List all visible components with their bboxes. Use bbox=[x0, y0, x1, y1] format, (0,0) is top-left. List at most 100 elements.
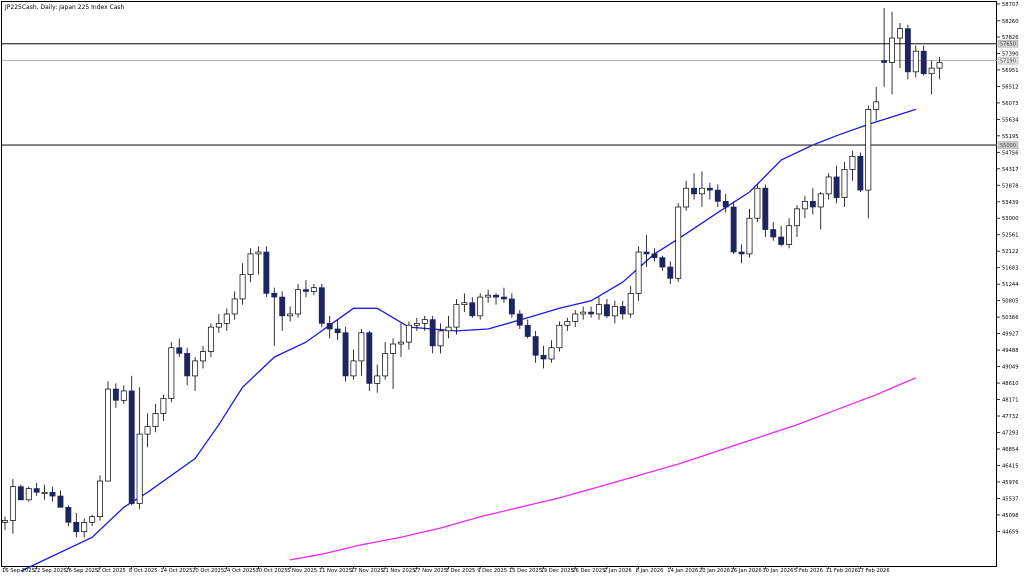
candle-body bbox=[279, 296, 286, 317]
candle bbox=[25, 486, 32, 502]
x-tick-label: 11 Nov 2025 bbox=[319, 568, 352, 574]
candle-body bbox=[564, 321, 571, 326]
candle-body bbox=[501, 296, 507, 300]
y-tick-label: 54317 bbox=[1002, 167, 1019, 173]
candle bbox=[825, 173, 832, 200]
moving-averages bbox=[20, 108, 917, 572]
candle-body bbox=[160, 398, 167, 414]
candle bbox=[413, 317, 420, 331]
y-tick-label: 45098 bbox=[1002, 513, 1019, 519]
candle bbox=[809, 188, 816, 215]
candle bbox=[469, 297, 476, 318]
candle-body bbox=[303, 289, 309, 292]
candle-body bbox=[477, 296, 484, 317]
candle bbox=[89, 514, 96, 527]
candle-body bbox=[136, 433, 143, 504]
candle bbox=[112, 383, 119, 408]
candle-body bbox=[65, 506, 72, 523]
candle bbox=[833, 165, 840, 204]
candle bbox=[738, 244, 745, 264]
candle bbox=[801, 195, 808, 219]
candle bbox=[41, 484, 48, 500]
candle bbox=[849, 150, 856, 181]
candle-body bbox=[469, 302, 476, 317]
candle-body bbox=[754, 187, 761, 219]
x-tick-label: 5 Nov 2025 bbox=[287, 568, 317, 574]
y-tick-label: 53439 bbox=[1002, 200, 1019, 206]
candle bbox=[453, 298, 460, 335]
candle bbox=[136, 387, 143, 510]
x-tick-label: 5 Feb 2026 bbox=[794, 568, 823, 574]
candle-body bbox=[453, 304, 460, 328]
candle bbox=[445, 315, 452, 339]
candle-body bbox=[532, 336, 539, 356]
y-tick-label: 52561 bbox=[1002, 233, 1019, 239]
candle bbox=[572, 310, 579, 328]
y-tick-label: 44659 bbox=[1002, 529, 1019, 535]
candle-body bbox=[572, 313, 579, 322]
candle bbox=[429, 315, 436, 354]
candle bbox=[667, 261, 674, 284]
x-tick-label: 22 Sep 2025 bbox=[34, 568, 67, 574]
candle bbox=[794, 205, 800, 238]
candle bbox=[691, 173, 697, 200]
candle-body bbox=[556, 324, 563, 349]
x-tick-label: 20 Jan 2026 bbox=[699, 568, 730, 574]
candle-body bbox=[738, 251, 745, 255]
candle bbox=[817, 191, 824, 230]
candle bbox=[928, 60, 935, 95]
x-tick-label: 19 Dec 2025 bbox=[541, 568, 574, 574]
candle bbox=[231, 291, 238, 320]
candle bbox=[128, 375, 135, 506]
candle-body bbox=[366, 332, 373, 384]
candle-body bbox=[215, 323, 222, 328]
candle bbox=[366, 330, 373, 391]
candle-body bbox=[699, 187, 705, 195]
candle bbox=[350, 349, 357, 380]
candle bbox=[81, 518, 88, 538]
candle-body bbox=[540, 354, 547, 360]
candle-body bbox=[176, 347, 183, 354]
candle bbox=[873, 86, 880, 121]
candle bbox=[524, 319, 531, 339]
candle bbox=[295, 283, 301, 318]
candle bbox=[714, 184, 721, 207]
y-tick-label: 52122 bbox=[1002, 249, 1019, 255]
candle-body bbox=[770, 229, 777, 238]
y-tick-label: 50366 bbox=[1002, 315, 1019, 321]
candle-body bbox=[263, 251, 270, 294]
candle-body bbox=[928, 67, 935, 75]
candle bbox=[778, 225, 785, 247]
candle bbox=[200, 345, 206, 369]
candle-body bbox=[873, 101, 880, 110]
candle-body bbox=[342, 332, 349, 377]
candle-body bbox=[683, 187, 690, 208]
candle bbox=[485, 289, 492, 303]
level-price-label: 55000 bbox=[1000, 143, 1016, 149]
candle bbox=[619, 300, 626, 320]
candle bbox=[310, 283, 317, 296]
candle bbox=[49, 486, 56, 502]
x-tick-label: 14 Oct 2025 bbox=[160, 568, 192, 574]
candle bbox=[271, 287, 278, 346]
candle-body bbox=[865, 109, 872, 191]
y-tick-label: 54756 bbox=[1002, 150, 1019, 156]
candle-body bbox=[635, 251, 642, 294]
candle-body bbox=[881, 60, 888, 63]
x-tick-label: 3 Dec 2025 bbox=[446, 568, 476, 574]
candle bbox=[437, 323, 444, 354]
candle-body bbox=[25, 488, 32, 501]
candle bbox=[675, 203, 682, 283]
candle-body bbox=[548, 347, 555, 360]
level-price-tag bbox=[997, 56, 1019, 65]
y-tick-label: 49049 bbox=[1002, 365, 1019, 371]
candle bbox=[493, 293, 499, 305]
candle bbox=[73, 512, 80, 538]
x-tick-label: 21 Nov 2025 bbox=[382, 568, 415, 574]
level-price-tag bbox=[997, 141, 1019, 149]
x-tick-label: 26 Jan 2026 bbox=[731, 568, 762, 574]
candle bbox=[643, 235, 650, 268]
